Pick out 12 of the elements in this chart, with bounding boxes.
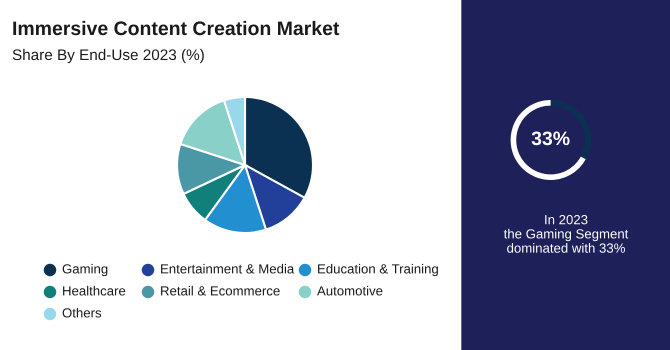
data-label: 33%	[532, 131, 570, 146]
legend-label: Entertainment & Media	[161, 264, 294, 274]
chart-title: Immersive Content Creation Market	[13, 20, 340, 36]
legend-label: Education & Training	[318, 264, 438, 276]
donut-slice	[510, 100, 586, 180]
legend-label: Others	[62, 308, 102, 318]
legend-label: Gaming	[62, 264, 108, 276]
legend-label: Retail & Ecommerce	[161, 286, 280, 296]
chart-subtitle: Share By End-Use 2023 (%)	[12, 48, 204, 64]
legend-label: Automotive	[317, 286, 382, 296]
text: In 2023 the Gaming Segment dominated with 33%	[504, 214, 628, 253]
legend-label: Healthcare	[63, 286, 126, 296]
